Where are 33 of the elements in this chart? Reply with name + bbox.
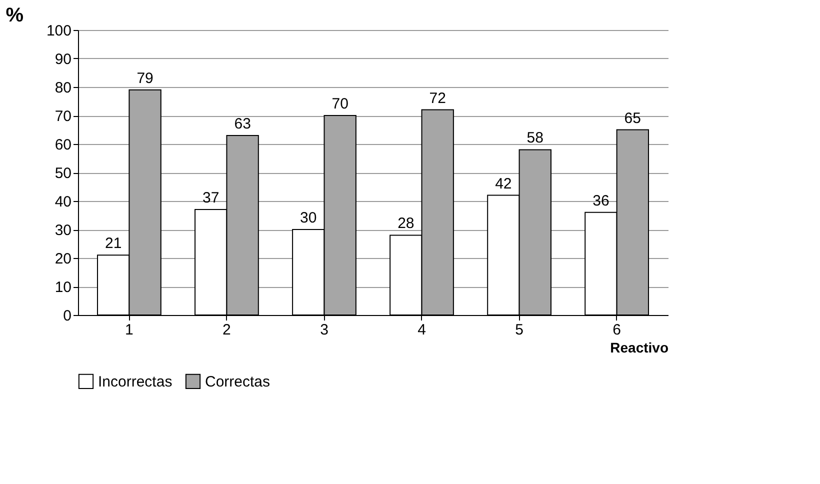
data-label: 30 bbox=[300, 210, 317, 226]
x-tick-label: 6 bbox=[612, 322, 621, 338]
y-tick-label: 0 bbox=[63, 308, 72, 324]
data-label: 42 bbox=[495, 175, 512, 192]
y-tick-label: 30 bbox=[54, 222, 72, 239]
x-tick-label: 2 bbox=[222, 322, 231, 338]
y-tick-label: 50 bbox=[54, 165, 72, 182]
y-tick-label: 20 bbox=[54, 250, 72, 268]
data-label: 28 bbox=[398, 215, 414, 232]
y-tick-label: 100 bbox=[46, 22, 72, 40]
y-tick-label: 70 bbox=[54, 108, 72, 125]
data-label: 58 bbox=[526, 130, 544, 147]
x-tick-label: 4 bbox=[418, 322, 426, 338]
legend-label: Correctas bbox=[205, 373, 270, 390]
legend-label: Incorrectas bbox=[98, 373, 172, 390]
data-label: 37 bbox=[202, 190, 220, 207]
y-tick-label: 40 bbox=[54, 194, 72, 210]
data-label: 63 bbox=[234, 115, 251, 132]
y-tick-label: 60 bbox=[54, 136, 72, 154]
data-label: 72 bbox=[429, 90, 446, 107]
x-tick-label: 3 bbox=[320, 322, 328, 338]
y-axis-title: % bbox=[6, 4, 24, 26]
y-tick-label: 90 bbox=[54, 51, 72, 68]
x-tick-label: 5 bbox=[515, 322, 524, 338]
y-tick-label: 10 bbox=[54, 279, 72, 296]
data-label: 65 bbox=[624, 110, 641, 127]
data-label: 21 bbox=[105, 235, 122, 252]
data-label: 70 bbox=[332, 96, 348, 112]
data-label: 79 bbox=[136, 70, 154, 87]
x-tick-label: 1 bbox=[125, 322, 134, 338]
data-label: 36 bbox=[592, 192, 610, 210]
y-tick-label: 80 bbox=[54, 80, 72, 96]
x-axis-title: Reactivo bbox=[610, 340, 668, 356]
